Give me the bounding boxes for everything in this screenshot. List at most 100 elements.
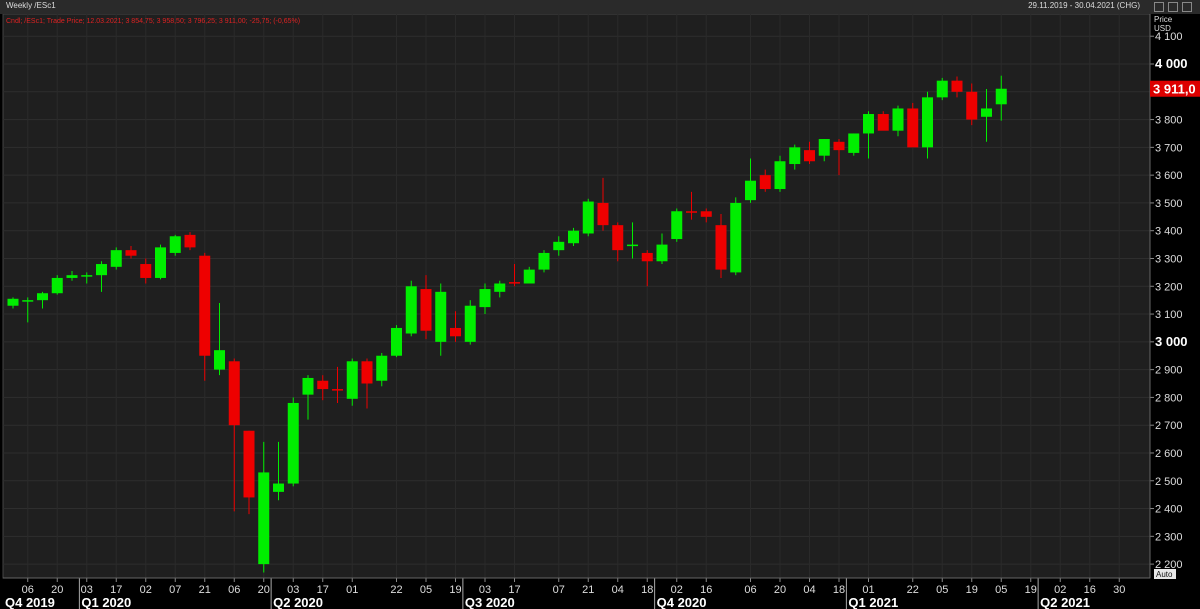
candle [391,325,402,358]
auto-scale-button[interactable]: Auto [1154,569,1176,579]
candle-body [494,283,506,292]
x-tick-label: 03 [479,584,491,596]
legend-text: Cndl; /ESc1; Trade Price; 12.03.2021; 3 … [6,18,300,25]
y-tick-label: 2 600 [1155,448,1183,460]
window-title: Weekly /ESc1 [6,1,56,10]
candle-body [140,264,152,278]
candle [287,397,299,487]
y-tick-label: 2 300 [1155,531,1183,543]
candle-body [450,327,461,337]
x-tick-label: 19 [449,584,461,596]
quarter-label: Q1 2020 [81,595,131,609]
last-price-label: 3 911,0 [1153,82,1196,97]
candle-body [523,269,535,284]
y-tick-label: 2 500 [1155,476,1183,488]
candlestick-chart[interactable]: 2 200 2 300 2 400 2 500 2 600 2 700 2 800 2 900… [0,14,1200,609]
candle [789,144,801,170]
candle [317,375,329,401]
candles [7,75,1007,573]
candle-body [155,247,166,278]
candle-body [804,150,815,162]
candle-body [612,225,624,251]
y-axis-unit: USD [1154,24,1171,33]
candle-body [110,250,122,267]
candle-body [759,175,771,190]
y-tick-label: 3 200 [1155,281,1183,293]
x-tick-label: 21 [199,584,211,596]
candle-body [228,361,240,426]
candle [951,76,963,98]
y-tick-label: 3 400 [1155,226,1183,238]
candle [450,311,461,342]
candle-body [568,230,579,244]
candle [96,261,107,292]
candle-body [214,350,225,370]
candle-body [892,108,904,131]
candle [51,275,63,295]
candle-body [464,305,476,342]
candle-body [700,211,712,217]
candle [715,214,727,278]
candle-body [582,201,594,234]
x-tick-label: 02 [140,584,152,596]
x-tick-label: 02 [1054,584,1066,596]
maximize-icon[interactable] [1168,2,1178,12]
candle [273,441,284,501]
candle [110,247,122,270]
candle [818,139,830,162]
candle-body [51,277,63,294]
candle [302,375,314,420]
candle-body [66,275,78,278]
candle [582,198,594,237]
candle-body [302,377,314,395]
candle-body [391,327,402,356]
candle-body [848,133,860,153]
candle-body [818,139,830,156]
y-tick-label: 2 800 [1155,392,1183,404]
x-tick-label: 22 [390,584,402,596]
candle [745,158,756,203]
candle-body [553,241,565,251]
candle-body [907,108,919,148]
x-tick-label: 07 [169,584,181,596]
candle [833,139,845,176]
x-tick-label: 20 [51,584,63,596]
candle-body [258,472,270,565]
x-tick-label: 30 [1113,584,1125,596]
candle [332,366,343,403]
x-tick-label: 16 [700,584,712,596]
candle [169,234,181,256]
candle [981,89,992,142]
candle-body [597,202,609,226]
candle-body [37,293,48,301]
x-tick-label: 03 [81,584,93,596]
candle-body [346,361,358,399]
x-tick-label: 18 [641,584,653,596]
close-icon[interactable] [1182,2,1192,12]
candle-body [833,141,845,151]
candle [641,250,653,287]
candle [66,270,78,281]
plot-area [2,14,1151,579]
y-tick-label: 3 600 [1155,170,1183,182]
candle [700,208,712,223]
candle [936,77,948,101]
x-tick-label: 20 [774,584,786,596]
y-tick-label: 2 900 [1155,365,1183,377]
candle-body [243,430,255,498]
x-tick-label: 19 [966,584,978,596]
x-tick-label: 05 [995,584,1007,596]
auto-scale-label: Auto [1156,570,1173,579]
candle [523,266,535,284]
candle [627,222,638,259]
candle [907,102,919,148]
candle [804,141,815,165]
quarter-label: Q2 2020 [273,595,323,609]
y-tick-label: 3 000 [1155,334,1188,349]
minimize-icon[interactable] [1154,2,1164,12]
candle-body [686,211,697,213]
candle-body [317,380,329,390]
candle [81,272,93,284]
candle [7,297,19,309]
candle-body [995,88,1007,105]
